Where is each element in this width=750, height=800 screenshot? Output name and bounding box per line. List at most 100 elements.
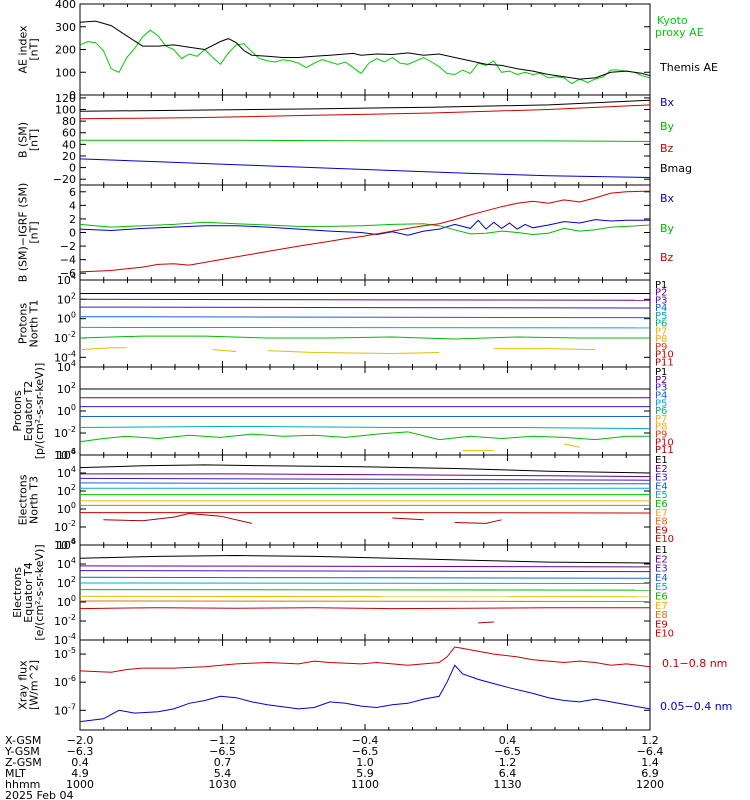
- y-tick-label: 6: [69, 186, 76, 199]
- channel-legend: E4: [655, 573, 668, 584]
- channel-legend: P5: [655, 398, 667, 409]
- channel-legend: E10: [655, 629, 674, 640]
- series-line: [79, 326, 651, 329]
- y-tick-label: 120: [55, 92, 76, 105]
- series-line: [79, 582, 651, 584]
- x-tick-label: 1100: [351, 778, 379, 791]
- channel-legend: P4: [655, 303, 667, 314]
- series-line: [80, 473, 651, 478]
- y-axis-label: [e/(cm²-s-sr-keV)]: [33, 544, 46, 640]
- x-axis-row-label: hhmm: [5, 778, 40, 791]
- x-tick-label: −1.2: [209, 734, 236, 747]
- channel-legend: E1: [655, 455, 668, 466]
- series-line: [79, 664, 651, 723]
- y-axis-label: North T1: [28, 300, 41, 348]
- x-tick-label: −6.5: [494, 745, 521, 758]
- y-axis-label: [W/m^2]: [28, 660, 41, 710]
- channel-legend: P6: [655, 406, 667, 417]
- series-line: [79, 646, 651, 673]
- channel-legend: E2: [655, 464, 668, 475]
- y-tick-label: 200: [55, 44, 76, 57]
- x-tick-label: 4.9: [71, 767, 89, 780]
- series-line: [79, 554, 651, 564]
- x-tick-label: 1.4: [641, 756, 659, 769]
- x-tick-label: 6.9: [641, 767, 659, 780]
- y-tick-label: −6: [60, 267, 76, 280]
- y-tick-label: 10-2: [54, 425, 76, 440]
- y-tick-label: 400: [55, 0, 76, 11]
- channel-legend: E4: [655, 481, 668, 492]
- y-tick-label: 10-6: [54, 674, 76, 689]
- series-line: [79, 576, 651, 579]
- series-line: [79, 482, 650, 485]
- legend-bigrf: Bx: [660, 192, 675, 205]
- y-tick-label: 10-4: [54, 537, 76, 552]
- series-line: [79, 316, 651, 319]
- y-tick-label: 0: [69, 162, 76, 175]
- channel-legend: P10: [655, 437, 674, 448]
- y-tick-label: 300: [55, 21, 76, 34]
- series-line: [79, 99, 651, 112]
- y-tick-label: 106: [57, 537, 76, 552]
- y-tick-label: 20: [62, 150, 76, 163]
- x-axis-row-label: Y-GSM: [4, 745, 40, 758]
- channel-legend: P5: [655, 311, 667, 322]
- y-tick-label: 102: [57, 483, 76, 498]
- legend-bigrf: By: [660, 222, 675, 235]
- y-tick-label: 10-5: [54, 646, 76, 661]
- y-tick-label: 102: [57, 291, 76, 306]
- channel-legend: E6: [655, 592, 668, 603]
- x-tick-label: −2.0: [67, 734, 94, 747]
- channel-legend: E5: [655, 582, 668, 593]
- channel-legend: P4: [655, 390, 667, 401]
- channel-legend: P11: [655, 445, 674, 456]
- y-tick-label: 10-2: [54, 519, 76, 534]
- y-tick-label: 102: [57, 381, 76, 396]
- channel-legend: E6: [655, 499, 668, 510]
- x-tick-label: 6.4: [499, 767, 517, 780]
- series-line: [79, 565, 651, 568]
- y-tick-label: 100: [55, 66, 76, 79]
- legend-bsm: Bmag: [660, 162, 692, 175]
- series-line: [212, 349, 237, 352]
- y-tick-label: 0: [69, 227, 76, 240]
- x-tick-label: 0.4: [71, 756, 89, 769]
- legend-ae: Themis AE: [659, 61, 718, 74]
- series-line: [267, 350, 440, 355]
- channel-legend: E8: [655, 610, 668, 621]
- y-tick-label: 10-7: [54, 702, 76, 717]
- x-axis-row-label: X-GSM: [5, 734, 41, 747]
- x-tick-label: 1200: [636, 778, 664, 791]
- x-tick-label: −6.5: [209, 745, 236, 758]
- y-tick-label: 10-4: [54, 447, 76, 462]
- channel-legend: E9: [655, 525, 668, 536]
- y-tick-label: 0: [69, 89, 76, 102]
- x-tick-label: 1.2: [641, 734, 659, 747]
- series-line: [493, 348, 596, 351]
- channel-legend: P9: [655, 342, 667, 353]
- legend-bsm: Bz: [660, 142, 674, 155]
- y-axis-label: Electrons: [17, 474, 30, 525]
- x-tick-label: 1030: [209, 778, 237, 791]
- series-line: [454, 519, 502, 524]
- x-tick-label: −0.4: [352, 734, 379, 747]
- y-tick-label: 80: [62, 115, 76, 128]
- series-line: [563, 443, 580, 448]
- series-line: [79, 477, 651, 481]
- channel-legend: E3: [655, 564, 668, 575]
- x-tick-label: 0.4: [499, 734, 517, 747]
- series-line: [79, 158, 651, 178]
- x-axis-row-label: Z-GSM: [5, 756, 42, 769]
- series-line: [103, 512, 252, 524]
- channel-legend: E2: [655, 554, 668, 565]
- channel-legend: P2: [655, 375, 667, 386]
- series-line: [79, 425, 651, 430]
- y-axis-label: B (SM)−IGRF (SM): [17, 183, 30, 283]
- x-tick-label: −6.5: [352, 745, 379, 758]
- y-axis-label: Equator T2: [22, 381, 35, 441]
- channel-legend: E5: [655, 490, 668, 501]
